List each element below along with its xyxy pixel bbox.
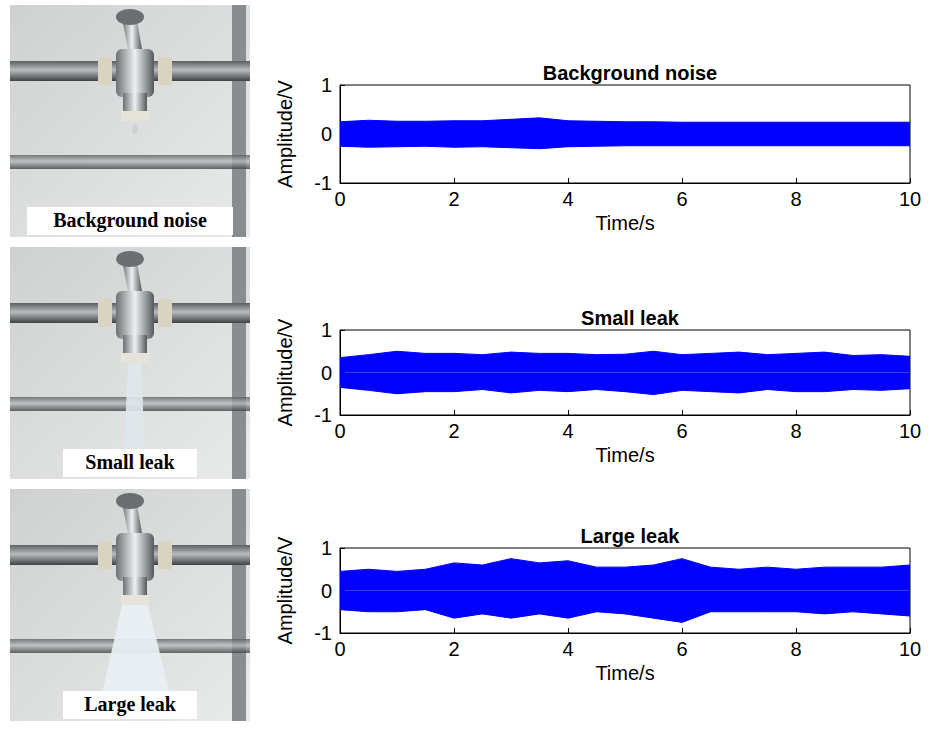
- svg-text:8: 8: [790, 188, 801, 210]
- svg-text:Time/s: Time/s: [595, 662, 654, 684]
- svg-text:10: 10: [899, 638, 921, 660]
- svg-text:0: 0: [334, 420, 345, 442]
- svg-text:6: 6: [676, 420, 687, 442]
- svg-text:2: 2: [448, 188, 459, 210]
- svg-text:0: 0: [321, 580, 332, 602]
- svg-text:1: 1: [321, 74, 332, 96]
- svg-text:Time/s: Time/s: [595, 212, 654, 234]
- svg-text:10: 10: [899, 420, 921, 442]
- svg-text:-1: -1: [314, 622, 332, 644]
- svg-text:4: 4: [562, 420, 573, 442]
- svg-text:Amplitude/V: Amplitude/V: [274, 318, 296, 426]
- svg-text:10: 10: [899, 188, 921, 210]
- svg-text:Amplitude/V: Amplitude/V: [274, 536, 296, 644]
- svg-text:Amplitude/V: Amplitude/V: [274, 79, 296, 187]
- svg-text:0: 0: [321, 362, 332, 384]
- svg-text:4: 4: [562, 188, 573, 210]
- svg-text:2: 2: [448, 638, 459, 660]
- svg-text:Time/s: Time/s: [595, 444, 654, 466]
- svg-text:1: 1: [321, 319, 332, 341]
- svg-text:0: 0: [321, 123, 332, 145]
- svg-text:Small leak: Small leak: [581, 307, 680, 329]
- svg-text:2: 2: [448, 420, 459, 442]
- svg-text:0: 0: [334, 638, 345, 660]
- svg-text:-1: -1: [314, 172, 332, 194]
- svg-text:-1: -1: [314, 404, 332, 426]
- svg-text:1: 1: [321, 537, 332, 559]
- svg-text:4: 4: [562, 638, 573, 660]
- svg-text:8: 8: [790, 638, 801, 660]
- svg-text:Background noise: Background noise: [53, 209, 207, 232]
- svg-text:6: 6: [676, 638, 687, 660]
- svg-text:Background noise: Background noise: [543, 62, 717, 84]
- svg-text:6: 6: [676, 188, 687, 210]
- svg-text:Small leak: Small leak: [85, 451, 175, 473]
- svg-text:Large leak: Large leak: [581, 525, 681, 547]
- svg-text:0: 0: [334, 188, 345, 210]
- svg-text:Large leak: Large leak: [84, 693, 177, 716]
- svg-text:8: 8: [790, 420, 801, 442]
